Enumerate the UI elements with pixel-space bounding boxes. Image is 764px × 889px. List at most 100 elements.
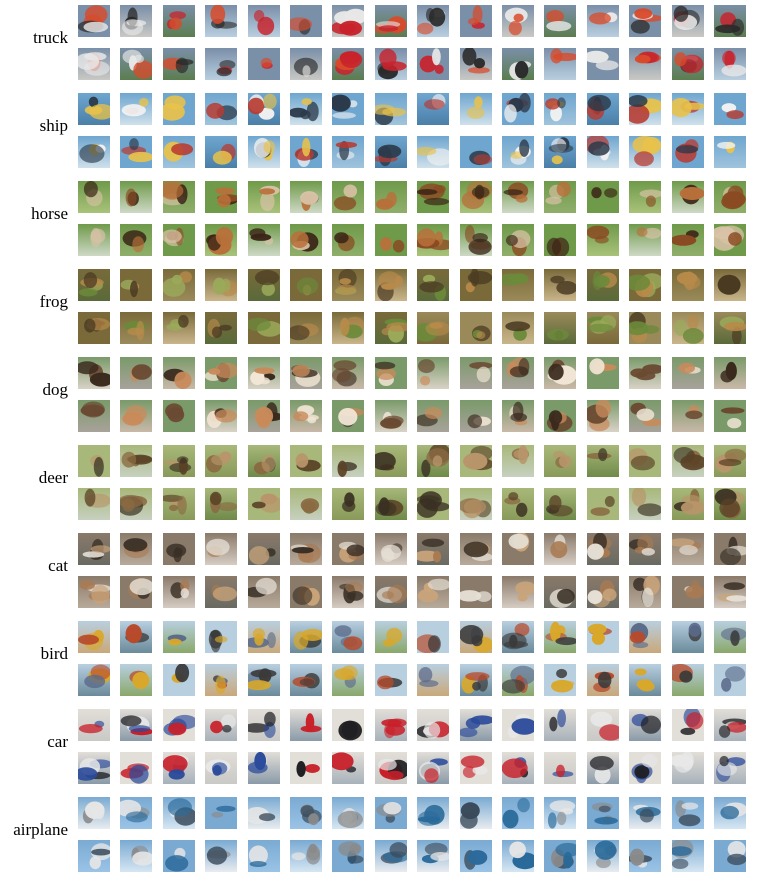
sample-image-frog	[502, 269, 534, 301]
sample-image-bird	[120, 664, 152, 696]
sample-image-bird	[629, 621, 661, 653]
sample-image-cat	[78, 533, 110, 565]
sample-image-deer	[290, 488, 322, 520]
sample-image-dog	[120, 357, 152, 389]
sample-image-bird	[375, 621, 407, 653]
sample-image-car	[544, 752, 576, 784]
sample-image-bird	[672, 621, 704, 653]
sample-image-airplane	[460, 840, 492, 872]
sample-image-airplane	[375, 797, 407, 829]
sample-image-car	[163, 752, 195, 784]
sample-image-frog	[290, 312, 322, 344]
sample-image-frog	[629, 269, 661, 301]
sample-image-frog	[672, 269, 704, 301]
sample-image-cat	[290, 576, 322, 608]
sample-image-bird	[544, 621, 576, 653]
sample-image-truck	[672, 5, 704, 37]
sample-image-car	[375, 709, 407, 741]
sample-image-bird	[502, 621, 534, 653]
sample-image-car	[629, 709, 661, 741]
sample-image-deer	[332, 488, 364, 520]
sample-image-horse	[502, 181, 534, 213]
sample-image-horse	[417, 224, 449, 256]
sample-image-cat	[629, 533, 661, 565]
sample-image-dog	[544, 400, 576, 432]
sample-image-horse	[248, 181, 280, 213]
sample-image-frog	[248, 312, 280, 344]
sample-image-truck	[629, 5, 661, 37]
sample-image-dog	[205, 400, 237, 432]
sample-image-car	[460, 709, 492, 741]
sample-image-deer	[587, 488, 619, 520]
sample-image-airplane	[248, 797, 280, 829]
sample-image-bird	[629, 664, 661, 696]
sample-image-cat	[544, 576, 576, 608]
sample-image-airplane	[290, 797, 322, 829]
sample-image-horse	[460, 181, 492, 213]
class-label-airplane: airplane	[13, 820, 68, 839]
sample-image-deer	[544, 445, 576, 477]
sample-image-cat	[120, 576, 152, 608]
sample-image-airplane	[78, 840, 110, 872]
class-label-bird: bird	[40, 644, 68, 663]
sample-image-truck	[502, 48, 534, 80]
sample-image-ship	[502, 93, 534, 125]
sample-image-bird	[502, 664, 534, 696]
sample-image-airplane	[417, 840, 449, 872]
sample-image-deer	[714, 445, 746, 477]
sample-image-cat	[502, 576, 534, 608]
sample-image-bird	[544, 664, 576, 696]
sample-image-bird	[417, 621, 449, 653]
sample-image-ship	[672, 93, 704, 125]
sample-image-car	[78, 709, 110, 741]
sample-image-car	[120, 752, 152, 784]
sample-image-frog	[120, 269, 152, 301]
sample-image-dog	[417, 357, 449, 389]
sample-image-truck	[163, 48, 195, 80]
sample-image-frog	[417, 269, 449, 301]
sample-image-truck	[78, 5, 110, 37]
sample-image-bird	[78, 621, 110, 653]
sample-image-bird	[714, 621, 746, 653]
sample-image-dog	[78, 357, 110, 389]
sample-image-cat	[163, 533, 195, 565]
sample-image-cat	[205, 576, 237, 608]
sample-image-frog	[714, 269, 746, 301]
sample-image-airplane	[163, 797, 195, 829]
sample-image-airplane	[417, 797, 449, 829]
sample-image-truck	[205, 48, 237, 80]
sample-image-deer	[629, 445, 661, 477]
sample-image-ship	[587, 136, 619, 168]
sample-image-car	[205, 709, 237, 741]
sample-image-cat	[78, 576, 110, 608]
sample-image-car	[544, 709, 576, 741]
sample-image-frog	[460, 312, 492, 344]
sample-image-ship	[163, 93, 195, 125]
sample-image-dog	[417, 400, 449, 432]
class-label-dog: dog	[42, 380, 69, 399]
sample-image-frog	[163, 269, 195, 301]
sample-image-truck	[248, 48, 280, 80]
sample-image-deer	[205, 445, 237, 477]
sample-image-truck	[248, 5, 280, 37]
sample-image-ship	[248, 136, 280, 168]
sample-image-deer	[544, 488, 576, 520]
sample-image-deer	[417, 488, 449, 520]
sample-image-deer	[502, 445, 534, 477]
sample-image-cat	[375, 576, 407, 608]
sample-image-truck	[375, 48, 407, 80]
sample-image-deer	[332, 445, 364, 477]
sample-image-horse	[587, 181, 619, 213]
sample-image-cat	[629, 576, 661, 608]
sample-image-dog	[248, 357, 280, 389]
sample-image-car	[248, 752, 280, 784]
sample-image-truck	[502, 5, 534, 37]
sample-image-truck	[205, 5, 237, 37]
sample-image-frog	[629, 312, 661, 344]
sample-image-car	[290, 709, 322, 741]
sample-image-airplane	[629, 840, 661, 872]
sample-image-dog	[672, 400, 704, 432]
sample-image-dog	[290, 357, 322, 389]
sample-image-truck	[163, 5, 195, 37]
sample-image-frog	[163, 312, 195, 344]
